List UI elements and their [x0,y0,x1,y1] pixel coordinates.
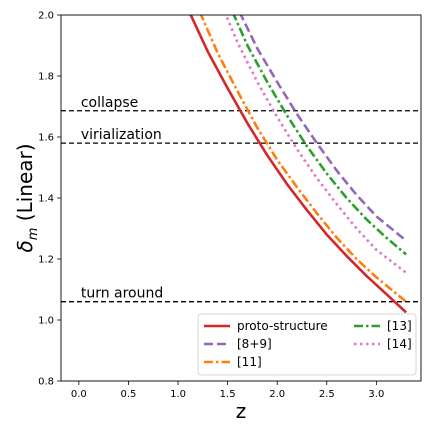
reference-line-label: virialization [81,127,162,143]
legend: proto-structure [8+9] [11] [13] [14] [197,313,417,376]
y-axis-ticks: 0.8 1.0 1.2 1.4 1.6 1.8 2.0 [38,11,61,388]
x-axis-ticks: 0.0 0.5 1.0 1.5 2.0 2.5 3.0 [71,381,384,400]
legend-label: [13] [387,319,412,333]
reference-line-labels: collapse virialization turn around [81,95,163,302]
y-tick-label: 0.8 [38,377,54,388]
legend-box [197,313,417,376]
y-tick-label: 1.2 [38,255,54,266]
y-tick-label: 1.6 [38,133,54,144]
x-tick-label: 1.0 [170,389,186,400]
x-tick-label: 1.5 [220,389,236,400]
x-tick-label: 0.0 [71,389,87,400]
series-line [189,15,408,314]
y-tick-label: 1.0 [38,316,54,327]
reference-line-label: turn around [81,286,163,302]
y-tick-label: 1.8 [38,72,54,83]
series-line [224,15,407,274]
series-line [232,15,407,256]
series-lines [189,15,408,314]
reference-line-label: collapse [81,95,138,111]
series-line [239,15,407,242]
legend-label: [11] [237,355,262,369]
y-tick-label: 2.0 [38,11,54,22]
y-tick-label: 1.4 [38,194,54,205]
legend-label: [14] [387,337,412,351]
x-tick-label: 2.0 [269,389,285,400]
x-tick-label: 3.0 [368,389,384,400]
legend-label: proto-structure [237,319,328,333]
series-line [199,15,407,303]
legend-label: [8+9] [237,337,272,351]
x-tick-label: 2.5 [319,389,335,400]
x-tick-label: 0.5 [120,389,136,400]
x-axis-title: z [236,399,247,423]
y-axis-title: δm (Linear) [13,143,41,252]
